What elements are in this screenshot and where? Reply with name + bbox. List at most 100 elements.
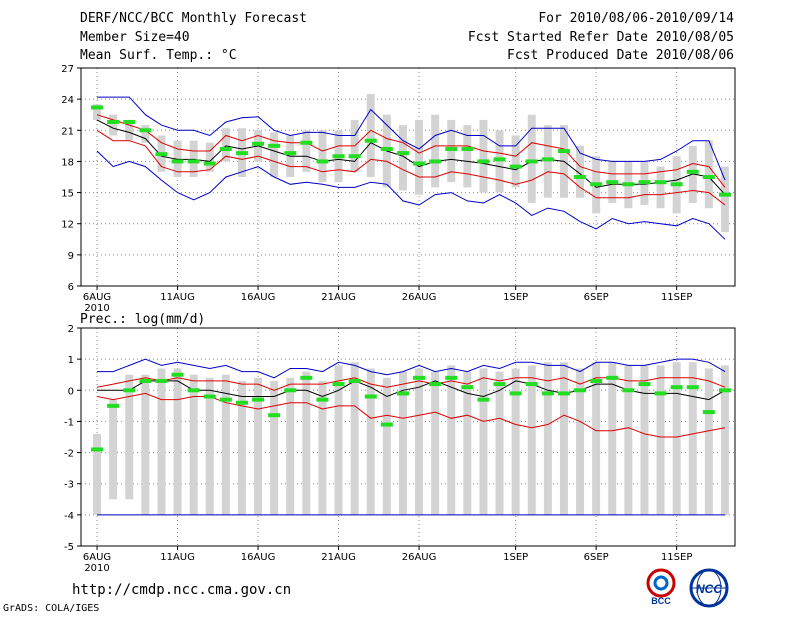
ensemble-box bbox=[205, 142, 214, 172]
x-tick-label: 1SEP bbox=[503, 552, 528, 563]
variable-label: Mean Surf. Temp.: °C bbox=[80, 48, 237, 63]
median-mark bbox=[445, 146, 458, 151]
median-mark bbox=[461, 385, 474, 390]
p90-line bbox=[96, 377, 726, 391]
x-tick-label: 11SEP bbox=[661, 292, 692, 303]
ensemble-box bbox=[270, 132, 279, 177]
median-mark bbox=[219, 146, 232, 151]
ensemble-box bbox=[93, 433, 102, 515]
median-mark bbox=[718, 192, 731, 197]
p10-line bbox=[96, 129, 726, 206]
y-tick-label: -2 bbox=[64, 449, 74, 460]
plot-frame bbox=[80, 67, 736, 287]
median-mark bbox=[348, 378, 361, 383]
ensemble-box bbox=[527, 365, 536, 515]
median-mark bbox=[155, 378, 168, 383]
x-tick-label: 1SEP bbox=[503, 292, 528, 303]
ensemble-box bbox=[543, 125, 552, 198]
ensemble-box bbox=[398, 125, 407, 191]
ensemble-box bbox=[624, 365, 633, 515]
ensemble-box bbox=[704, 368, 713, 515]
median-mark bbox=[203, 394, 216, 399]
svg-text:BCC: BCC bbox=[651, 596, 671, 606]
median-mark bbox=[396, 391, 409, 396]
median-mark bbox=[348, 154, 361, 159]
ensemble-box bbox=[431, 371, 440, 515]
median-mark bbox=[235, 151, 248, 156]
ensemble-box bbox=[189, 374, 198, 515]
ensemble-box bbox=[93, 104, 102, 120]
median-mark bbox=[171, 159, 184, 164]
median-mark bbox=[252, 141, 265, 146]
ensemble-box bbox=[463, 371, 472, 515]
ensemble-box bbox=[221, 374, 230, 515]
median-mark bbox=[107, 403, 120, 408]
precip-title: Prec.: log(mm/d) bbox=[80, 312, 205, 327]
ensemble-box bbox=[576, 368, 585, 515]
median-mark bbox=[670, 182, 683, 187]
min-line bbox=[96, 150, 726, 240]
ensemble-box bbox=[366, 93, 375, 177]
ensemble-box bbox=[350, 362, 359, 515]
ensemble-box bbox=[463, 125, 472, 188]
y-tick-label: 1 bbox=[68, 355, 74, 366]
median-mark bbox=[139, 128, 152, 133]
ensemble-box bbox=[543, 362, 552, 515]
median-mark bbox=[574, 388, 587, 393]
ensemble-box bbox=[415, 368, 424, 515]
ensemble-box bbox=[173, 140, 182, 177]
ensemble-box bbox=[109, 114, 118, 136]
svg-text:NCC: NCC bbox=[696, 582, 722, 596]
ensemble-box bbox=[270, 380, 279, 515]
median-mark bbox=[557, 149, 570, 154]
ensemble-box bbox=[302, 130, 311, 172]
ensemble-box bbox=[302, 371, 311, 515]
median-mark bbox=[445, 375, 458, 380]
x-tick-label: 6SEP bbox=[584, 552, 609, 563]
median-mark bbox=[493, 382, 506, 387]
median-mark bbox=[622, 182, 635, 187]
median-mark bbox=[91, 105, 104, 110]
ensemble-box bbox=[318, 380, 327, 515]
median-mark bbox=[252, 397, 265, 402]
median-mark bbox=[413, 161, 426, 166]
median-mark bbox=[477, 397, 490, 402]
max-line bbox=[97, 358, 726, 379]
ensemble-box bbox=[237, 380, 246, 515]
x-tick-label: 11SEP bbox=[661, 552, 692, 563]
ensemble-box bbox=[157, 368, 166, 515]
ensemble-box bbox=[559, 362, 568, 515]
median-mark bbox=[541, 391, 554, 396]
median-mark bbox=[606, 180, 619, 185]
bcc-logo: BCC bbox=[646, 568, 676, 606]
median-mark bbox=[380, 422, 393, 427]
ensemble-box bbox=[672, 362, 681, 515]
median-mark bbox=[316, 397, 329, 402]
y-tick-label: 0 bbox=[68, 386, 74, 397]
y-tick-label: 12 bbox=[61, 220, 74, 231]
forecast-produced: Fcst Produced Date 2010/08/06 bbox=[507, 48, 734, 63]
x-tick-label: 16AUG bbox=[241, 552, 276, 563]
x-tick-label: 21AUG bbox=[321, 552, 356, 563]
y-tick-label: 18 bbox=[61, 157, 74, 168]
median-mark bbox=[461, 146, 474, 151]
median-mark bbox=[557, 391, 570, 396]
median-mark bbox=[702, 410, 715, 415]
x-tick-label: 26AUG bbox=[402, 292, 437, 303]
median-mark bbox=[268, 143, 281, 148]
ensemble-box bbox=[640, 365, 649, 515]
median-mark bbox=[187, 159, 200, 164]
median-mark bbox=[590, 182, 603, 187]
ensemble-box bbox=[720, 166, 729, 233]
ensemble-box bbox=[479, 368, 488, 515]
median-mark bbox=[477, 159, 490, 164]
source-url[interactable]: http://cmdp.ncc.cma.gov.cn bbox=[72, 582, 292, 598]
median-mark bbox=[364, 138, 377, 143]
ensemble-box bbox=[527, 114, 536, 203]
ensemble-box bbox=[173, 368, 182, 515]
y-tick-label: 2 bbox=[68, 324, 74, 335]
x-tick-label: 6AUG bbox=[83, 292, 111, 303]
ensemble-box bbox=[254, 377, 263, 515]
year-label: 2010 bbox=[84, 563, 109, 574]
